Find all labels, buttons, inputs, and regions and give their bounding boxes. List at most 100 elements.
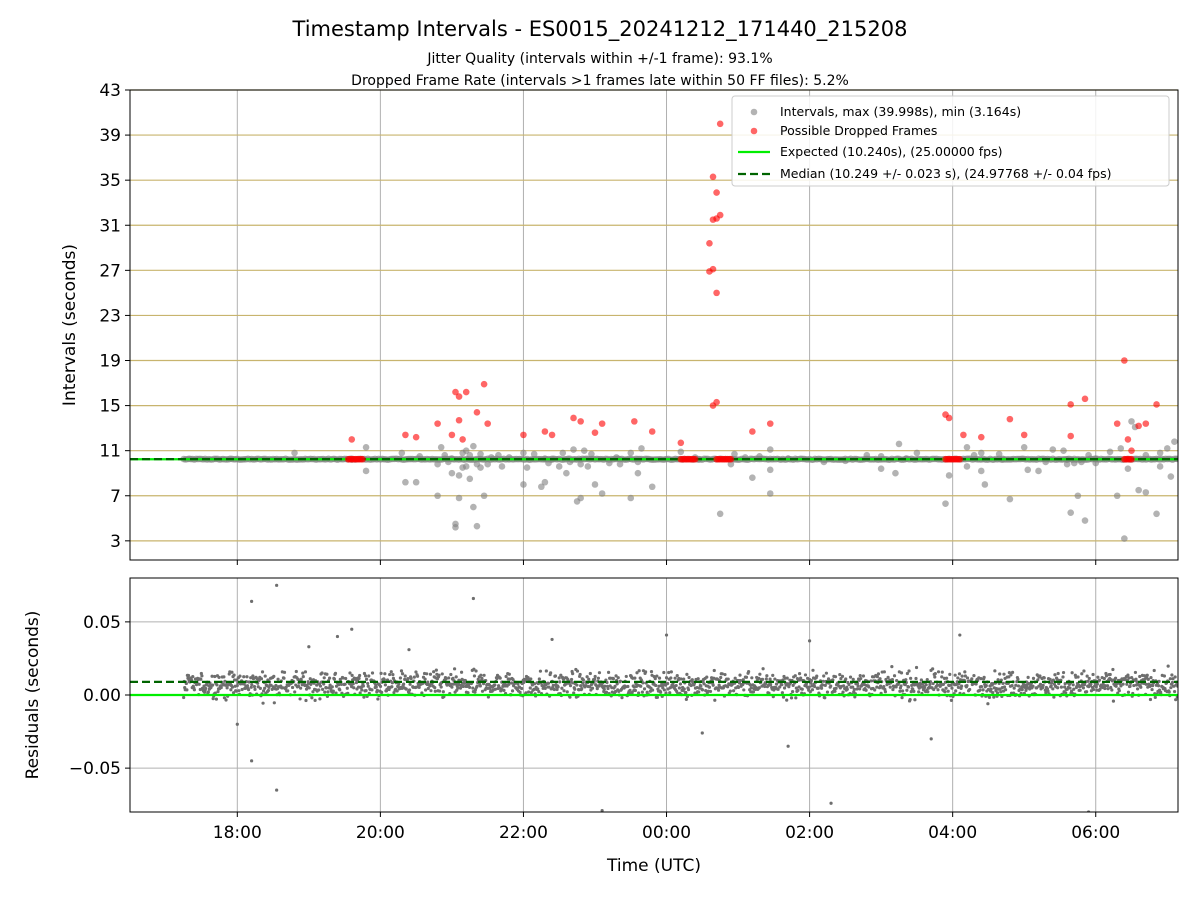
residual-point [1089,682,1093,686]
residual-point [407,648,411,652]
residual-point [957,672,962,676]
residual-point [390,685,394,689]
residual-point [527,690,531,694]
residual-point [981,688,985,692]
residual-point [564,682,568,686]
residual-point [992,695,996,699]
interval-point [1106,448,1114,456]
residual-point [616,676,620,680]
residual-point [339,682,343,687]
residual-point [841,690,845,694]
residual-point [596,676,600,680]
residual-point [855,687,859,691]
residual-point [510,689,515,693]
dropped-point [709,173,717,181]
residual-point [391,676,396,680]
residual-point [1159,690,1163,694]
residual-point [1063,685,1067,689]
residual-point [791,689,795,694]
residual-point [1174,698,1178,702]
residual-point [758,672,762,676]
residual-point [307,645,311,649]
residual-point [185,688,189,692]
residual-point [1095,682,1099,686]
dropped-point [570,414,577,422]
interval-point [484,460,491,468]
residual-point [215,683,219,687]
residual-point [253,687,257,691]
residual-point [595,687,599,691]
residual-point [704,689,708,693]
residual-point [344,676,348,681]
dropped-point [648,428,656,435]
residual-point [1015,680,1019,684]
residual-point [1002,685,1007,689]
residual-point [958,633,962,637]
dropped-point [434,420,441,427]
residual-point [323,690,327,694]
residual-point [367,674,371,678]
residual-point [440,672,444,676]
interval-point [462,447,470,454]
residual-point [615,682,619,686]
interval-point [412,478,420,486]
residual-point [1052,695,1056,699]
residual-point [744,675,749,679]
residual-point [823,683,827,687]
residual-point [761,667,765,671]
residual-point [593,677,597,681]
interval-point [977,449,985,457]
residual-point [733,676,737,680]
residual-point [936,688,940,692]
residual-point [899,684,903,688]
residual-point [679,677,683,681]
residual-point [1038,674,1042,678]
legend-median-label: Median (10.249 +/- 0.023 s), (24.97768 +… [780,166,1111,181]
residual-point [963,674,967,678]
residual-point [420,691,424,695]
residual-point [224,698,228,702]
residual-point [259,677,264,681]
residual-point [245,684,250,688]
interval-point [1124,465,1132,473]
residual-point [511,678,515,682]
residual-point [1167,690,1171,694]
residual-point [590,686,595,690]
dropped-point [452,388,459,396]
residual-point [674,683,678,688]
residual-point [642,687,647,691]
dropped-point [541,428,549,435]
residual-point [182,695,186,700]
residual-point [991,691,995,695]
residual-point [296,684,301,688]
residual-point [1081,686,1085,690]
residual-point [299,677,303,681]
bottom-points-layer [130,583,1178,812]
residual-point [886,675,890,679]
residual-point [953,673,957,677]
dropped-point [1081,395,1089,403]
residual-point [509,681,514,685]
residual-point [833,675,838,679]
residual-point [334,691,338,695]
residual-point [547,685,551,689]
residual-point [223,679,227,683]
residual-point [702,682,706,686]
residual-point [573,687,577,691]
residual-point [454,675,458,679]
residual-point [1082,669,1086,673]
residual-point [459,670,464,674]
residual-point [742,688,746,692]
residual-point [1064,691,1068,695]
residual-point [812,684,817,689]
interval-point [963,443,971,451]
residual-point [869,679,873,683]
residual-point [1113,676,1118,680]
residual-point [1071,683,1075,687]
dropped-point [473,409,481,416]
residual-point [553,674,558,678]
residual-point [230,685,235,689]
residual-point [782,686,787,690]
residual-point [399,669,404,673]
residual-point [213,691,217,695]
